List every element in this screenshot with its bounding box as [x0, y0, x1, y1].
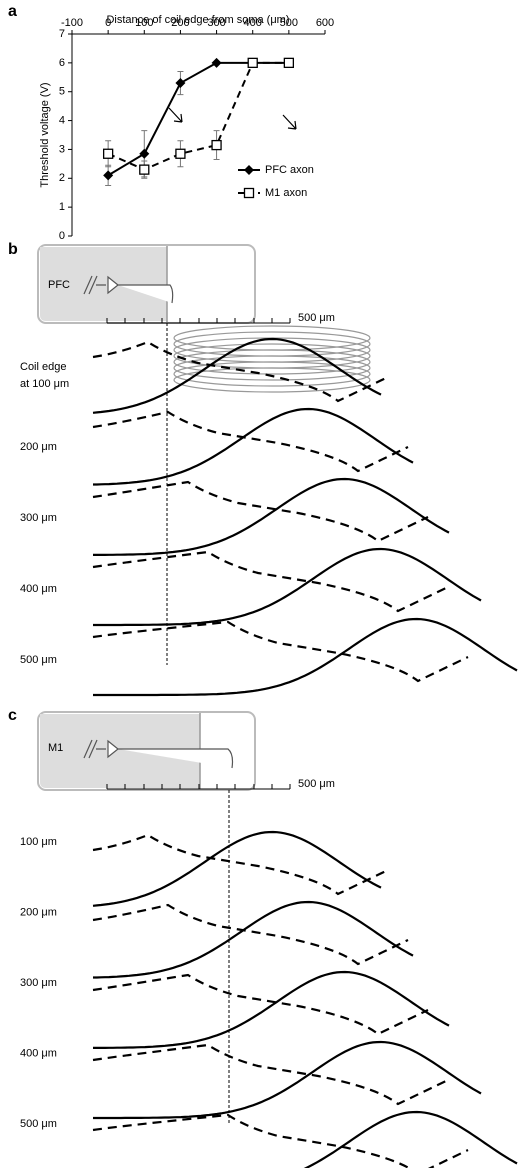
- solid-trace: [93, 477, 450, 556]
- legend-marker: [243, 187, 255, 199]
- marker: [139, 148, 150, 159]
- dashed-trace: [92, 410, 409, 473]
- legend-marker: [244, 165, 254, 175]
- row-label: 300 μm: [20, 977, 57, 989]
- coil: [173, 325, 371, 393]
- scale-bar: [106, 784, 291, 790]
- x-tick-label: 600: [316, 17, 334, 29]
- marker: [211, 57, 222, 68]
- row-label: 100 μm: [20, 836, 57, 848]
- marker: [103, 170, 114, 181]
- dashed-trace: [92, 1043, 449, 1106]
- scale-label: 500 μm: [298, 312, 335, 324]
- dashed-trace: [92, 973, 429, 1036]
- neuron: [83, 275, 174, 304]
- coil-loop: [173, 355, 371, 381]
- solid-trace: [93, 617, 518, 697]
- solid-trace: [303, 1110, 518, 1168]
- dashed-trace: [92, 620, 469, 683]
- y-tick-label: 3: [59, 143, 65, 155]
- region-label: M1: [48, 742, 63, 754]
- dashed-trace: [92, 1113, 469, 1168]
- shaded: [40, 714, 200, 788]
- neuron: [83, 739, 234, 769]
- x-tick-label: -100: [61, 17, 83, 29]
- panel-label: b: [8, 241, 18, 258]
- coil-loop: [173, 361, 371, 387]
- dashed-trace: [92, 833, 389, 896]
- y-tick-label: 4: [59, 114, 65, 126]
- legend-label: M1 axon: [265, 187, 307, 199]
- marker: [211, 139, 222, 151]
- marker: [283, 57, 295, 69]
- row-label: 500 μm: [20, 654, 57, 666]
- y-tick-label: 2: [59, 172, 65, 184]
- marker: [102, 148, 114, 159]
- y-tick-label: 6: [59, 57, 65, 69]
- coil-loop: [173, 367, 371, 393]
- x-tick-label: 0: [105, 17, 111, 29]
- dashed-trace: [92, 903, 409, 966]
- arrow: [168, 107, 183, 123]
- series-line: [107, 61, 289, 171]
- row-label: 200 μm: [20, 441, 57, 453]
- panel-label: a: [8, 3, 17, 20]
- traces: [92, 337, 518, 697]
- x-tick-label: 100: [135, 17, 153, 29]
- solid-trace: [93, 1040, 482, 1120]
- x-tick-label: 300: [207, 17, 225, 29]
- solid-trace: [93, 900, 414, 979]
- dashed-trace: [92, 480, 429, 543]
- traces: [92, 830, 518, 1168]
- solid-trace: [92, 337, 382, 414]
- y-tick-label: 1: [59, 201, 65, 213]
- row-label: 200 μm: [20, 906, 57, 918]
- marker: [139, 164, 150, 175]
- marker: [175, 78, 186, 89]
- y-tick-label: 0: [59, 230, 65, 242]
- y-axis-title: Threshold voltage (V): [39, 82, 51, 187]
- row-label: 400 μm: [20, 583, 57, 595]
- panel-label: c: [8, 707, 17, 724]
- scale-label: 500 μm: [298, 778, 335, 790]
- row-label: 300 μm: [20, 512, 57, 524]
- solid-trace: [92, 830, 382, 907]
- solid-trace: [93, 970, 450, 1049]
- solid-trace: [93, 547, 482, 627]
- legend-label: PFC axon: [265, 164, 314, 176]
- x-tick-label: 400: [244, 17, 262, 29]
- arrows: [168, 107, 297, 130]
- row-label: 400 μm: [20, 1047, 57, 1059]
- shaded: [40, 247, 167, 321]
- dashed-trace: [92, 340, 389, 403]
- y-tick-label: 7: [59, 28, 65, 40]
- coil-loop: [173, 349, 371, 375]
- dashed-trace: [92, 550, 449, 613]
- marker: [175, 148, 186, 159]
- y-tick-label: 5: [59, 86, 65, 98]
- x-tick-label: 200: [171, 17, 189, 29]
- schematic: PFC 500 μm: [37, 244, 335, 324]
- series-line: [107, 61, 289, 177]
- x-axis-title: Distance of coil edge from soma (μm): [106, 14, 289, 26]
- marker: [247, 57, 258, 69]
- schematic: M1 500 μm: [37, 711, 335, 791]
- scale-bar: [106, 318, 291, 324]
- region-label: PFC: [48, 279, 70, 291]
- x-tick-label: 500: [280, 17, 298, 29]
- row-label: at 100 μm: [20, 378, 69, 390]
- arrow: [282, 114, 297, 130]
- solid-trace: [93, 407, 414, 486]
- row-label: 500 μm: [20, 1118, 57, 1130]
- row-label: Coil edge: [20, 361, 66, 373]
